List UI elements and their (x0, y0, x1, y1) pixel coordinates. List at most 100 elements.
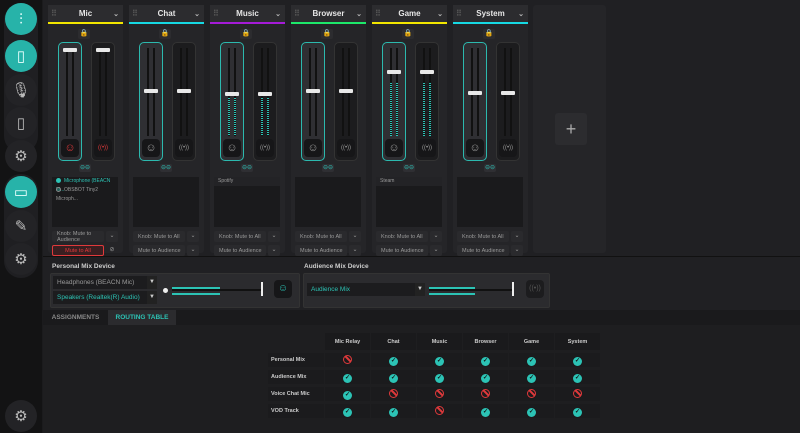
stream-mix-fader[interactable]: ((•)) (496, 42, 520, 161)
check-icon[interactable]: ✓ (343, 408, 352, 417)
blocked-icon[interactable] (435, 405, 444, 415)
app-item[interactable]: Spotify (214, 177, 280, 186)
chevron-down-icon[interactable]: ⌄ (349, 231, 361, 242)
fader-knob[interactable] (225, 91, 239, 96)
mute-action-button[interactable]: Mute to Audience (133, 245, 185, 256)
audience-device-select[interactable]: Audience Mix ▼ (307, 283, 425, 296)
link-icon[interactable]: ⊖⊖ (241, 164, 253, 172)
app-item[interactable]: OBSBOT Tiny2 Microph... (52, 186, 118, 202)
chevron-down-icon[interactable]: ⌄ (268, 245, 280, 256)
knob-action-select[interactable]: Knob: Mute to All (133, 231, 185, 242)
headset-person-icon[interactable]: ☺ (142, 139, 160, 157)
lock-icon[interactable]: 🔒 (402, 29, 414, 39)
routing-cell[interactable] (325, 353, 370, 367)
chevron-down-icon[interactable]: ⌄ (430, 245, 442, 256)
chevron-down-icon[interactable]: ⌄ (106, 231, 118, 242)
drag-handle-icon[interactable]: ⠿ (456, 9, 462, 18)
check-icon[interactable]: ✓ (389, 408, 398, 417)
check-icon[interactable]: ✓ (481, 408, 490, 417)
app-item[interactable]: Microphone (BEACN M... (52, 177, 118, 193)
drag-handle-icon[interactable]: ⠿ (213, 9, 219, 18)
mic-rotate-icon[interactable]: 🎙 (5, 74, 37, 106)
chevron-down-icon[interactable]: ⌄ (511, 231, 523, 242)
channel-header[interactable]: ⠿ Browser ⌄ (291, 5, 366, 22)
broadcast-icon[interactable]: ((•)) (337, 139, 355, 157)
headphones-person-icon[interactable]: ☺ (274, 280, 292, 298)
mute-action-button[interactable]: Mute to Audience (457, 245, 509, 256)
blocked-icon[interactable] (435, 388, 444, 398)
routing-cell[interactable] (371, 387, 416, 401)
check-icon[interactable]: ✓ (573, 374, 582, 383)
check-icon[interactable]: ✓ (435, 357, 444, 366)
check-icon[interactable]: ✓ (389, 374, 398, 383)
fader-knob[interactable] (339, 89, 353, 93)
check-icon[interactable]: ✓ (573, 357, 582, 366)
personal-mix-fader[interactable]: ☺ (382, 42, 406, 161)
headset-person-icon[interactable]: ☺ (223, 139, 241, 157)
broadcast-icon[interactable]: ((•)) (418, 139, 436, 157)
chevron-down-icon[interactable]: ⌄ (194, 10, 200, 18)
chevron-down-icon[interactable]: ⌄ (356, 10, 362, 18)
app-item[interactable]: Steam (376, 177, 442, 186)
volume-slider[interactable] (429, 289, 513, 291)
radio-button[interactable] (56, 187, 61, 193)
tab-routing-table[interactable]: ROUTING TABLE (108, 310, 176, 325)
check-icon[interactable]: ✓ (481, 357, 490, 366)
link-icon[interactable]: ⊖⊖ (322, 164, 334, 172)
link-icon[interactable]: ⊖⊖ (160, 164, 172, 172)
routing-cell[interactable] (417, 387, 462, 401)
stream-mix-fader[interactable]: ((•)) (334, 42, 358, 161)
volume-slider-thumb[interactable] (512, 282, 514, 296)
mute-action-button[interactable]: Mute to Audience (214, 245, 266, 256)
headset-person-icon[interactable]: ☺ (385, 139, 403, 157)
channel-header[interactable]: ⠿ Music ⌄ (210, 5, 285, 22)
chevron-down-icon[interactable]: ⌄ (187, 231, 199, 242)
knob-action-select[interactable]: Knob: Mute to All (457, 231, 509, 242)
knob-action-select[interactable]: Knob: Mute to All (295, 231, 347, 242)
stream-mix-fader[interactable]: ((•)) (172, 42, 196, 161)
chevron-down-icon[interactable]: ⌄ (187, 245, 199, 256)
stream-mix-fader[interactable]: ((•)) (253, 42, 277, 161)
gear-icon[interactable]: ⚙ (5, 243, 37, 275)
check-icon[interactable]: ✓ (527, 357, 536, 366)
chevron-down-icon[interactable]: ⌄ (268, 231, 280, 242)
personal-mix-fader[interactable]: ☺ (58, 42, 82, 161)
chevron-down-icon[interactable]: ⌄ (437, 10, 443, 18)
check-icon[interactable]: ✓ (389, 357, 398, 366)
knob-action-select[interactable]: Knob: Mute to All (376, 231, 428, 242)
chevron-down-icon[interactable]: ⌄ (511, 245, 523, 256)
headset-muted-icon[interactable]: ☺ (61, 139, 79, 157)
check-icon[interactable]: ✓ (481, 374, 490, 383)
knob-action-select[interactable]: Knob: Mute to All (214, 231, 266, 242)
blocked-icon[interactable] (527, 388, 536, 398)
channel-header[interactable]: ⠿ Game ⌄ (372, 5, 447, 22)
mute-action-button[interactable]: Mute to Audience (376, 245, 428, 256)
settings-gear-icon[interactable]: ⚙ (5, 400, 37, 432)
link-icon[interactable]: ⊖⊖ (403, 164, 415, 172)
broadcast-icon[interactable]: ((•)) (499, 139, 517, 157)
check-icon[interactable]: ✓ (527, 408, 536, 417)
routing-cell[interactable]: ✓ (463, 370, 508, 384)
blocked-icon[interactable] (481, 388, 490, 398)
routing-cell[interactable]: ✓ (509, 353, 554, 367)
blocked-icon[interactable] (389, 388, 398, 398)
routing-cell[interactable]: ✓ (555, 353, 600, 367)
blocked-icon[interactable] (343, 354, 352, 364)
lock-icon[interactable]: 🔒 (483, 29, 495, 39)
tab-assignments[interactable]: ASSIGNMENTS (51, 314, 100, 321)
gear-icon[interactable]: ⚙ (5, 140, 37, 172)
volume-slider[interactable] (172, 289, 262, 291)
check-icon[interactable]: ✓ (527, 374, 536, 383)
channel-header[interactable]: ⠿ System ⌄ (453, 5, 528, 22)
fader-knob[interactable] (144, 89, 158, 93)
drag-handle-icon[interactable]: ⠿ (51, 9, 57, 18)
device-panel-icon[interactable]: ▯ (5, 40, 37, 72)
volume-slider-handle[interactable] (163, 288, 168, 293)
personal-device-select-1[interactable]: Headphones (BEACN Mic) ▼ (53, 276, 157, 289)
volume-slider-thumb[interactable] (261, 282, 263, 296)
broadcast-muted-icon[interactable]: ((•)) (94, 139, 112, 157)
personal-device-select-2[interactable]: Speakers (Realtek(R) Audio) ▼ (53, 291, 157, 304)
personal-mix-fader[interactable]: ☺ (463, 42, 487, 161)
mixer-sliders-icon[interactable]: ⫶ (5, 3, 37, 35)
lock-icon[interactable]: 🔒 (78, 29, 90, 39)
